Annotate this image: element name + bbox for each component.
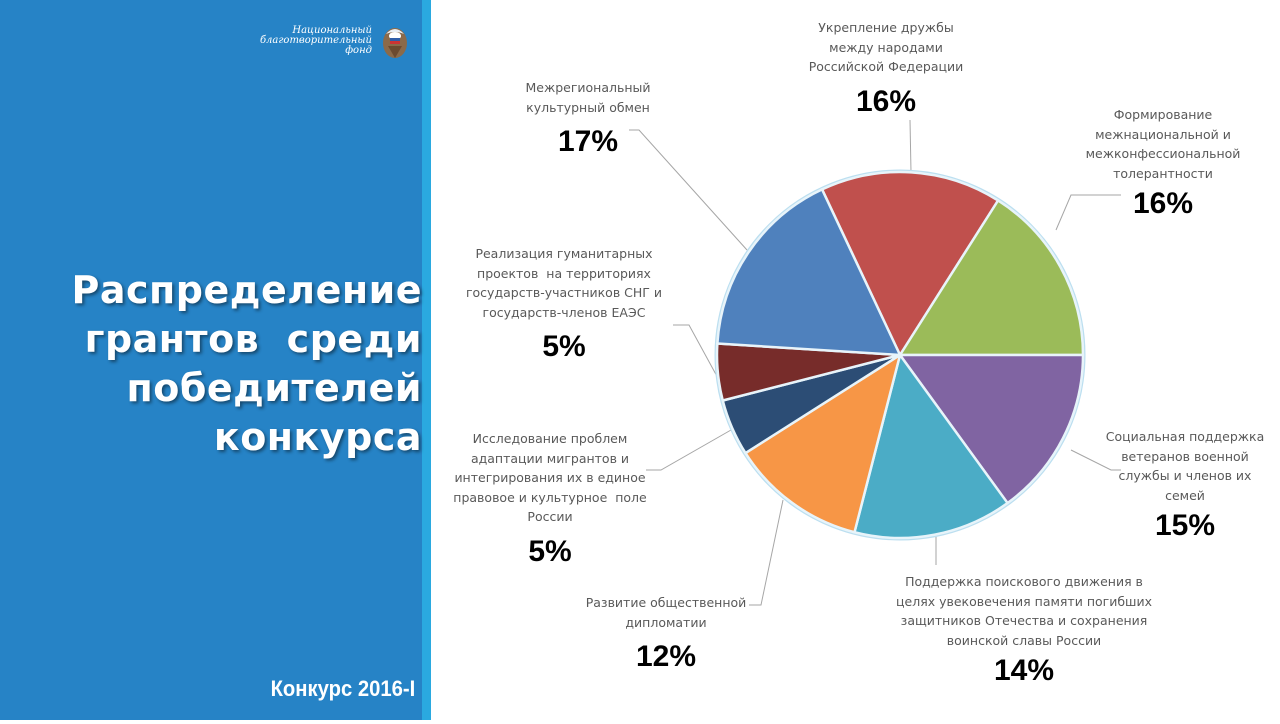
- slice-label-search-movement: Поддержка поискового движения в целях ув…: [879, 572, 1169, 688]
- label-line: ветеранов военной: [1121, 448, 1249, 464]
- logo-text: Национальный благотворительный фонд: [260, 26, 372, 56]
- label-line: Формирование: [1113, 107, 1213, 122]
- label-line: Поддержка поискового движения в: [905, 574, 1143, 589]
- slice-label-interregional: Межрегиональный культурный обмен 17%: [503, 78, 673, 159]
- label-line: интегрирования их в единое: [454, 470, 646, 485]
- label-line: культурный обмен: [526, 99, 650, 115]
- label-line: проектов на территориях: [477, 265, 651, 281]
- pie-slice: [898, 199, 1085, 357]
- slice-label-friendship: Укрепление дружбы между народами Российс…: [781, 18, 991, 119]
- pie-chart-svg: [629, 119, 1121, 606]
- label-line: межконфессиональной: [1085, 146, 1241, 161]
- label-line: толерантности: [1113, 165, 1213, 181]
- title-line: конкурса: [213, 415, 422, 459]
- slice-label-tolerance: Формирование межнациональной и межконфес…: [1071, 105, 1255, 221]
- slice-percent: 15%: [1154, 509, 1216, 542]
- leader-line: [1070, 449, 1121, 471]
- label-line: Исследование проблем: [472, 431, 628, 446]
- slice-label-humanitarian: Реализация гуманитарных проектов на терр…: [449, 244, 679, 364]
- slice-label-migrants: Исследование проблем адаптации мигрантов…: [435, 429, 665, 569]
- title-line: грантов среди: [84, 317, 422, 361]
- label-line: государств-членов ЕАЭС: [482, 304, 646, 320]
- label-line: воинской славы России: [946, 632, 1102, 648]
- label-line: целях увековечения памяти погибших: [896, 593, 1152, 609]
- label-line: межнациональной и: [1095, 126, 1231, 142]
- label-line: между народами: [829, 39, 943, 55]
- title-line: Распределение: [71, 268, 422, 312]
- pie-chart: Укрепление дружбы между народами Российс…: [431, 0, 1280, 720]
- panel-stripe: [422, 0, 431, 720]
- slice-label-diplomacy: Развитие общественной дипломатии 12%: [571, 593, 761, 674]
- label-line: службы и членов их: [1118, 468, 1252, 483]
- label-line: России: [527, 509, 573, 524]
- pie-slice: [716, 188, 902, 357]
- label-line: защитников Отечества и сохранения: [900, 613, 1148, 628]
- pie-slice: [898, 353, 1085, 505]
- pie-outline: [714, 169, 1086, 541]
- leader-line: [1055, 194, 1121, 231]
- slice-percent: 5%: [542, 330, 586, 363]
- slice-percent: 17%: [557, 125, 619, 158]
- slice-percent: 16%: [855, 84, 917, 118]
- label-line: Укрепление дружбы: [818, 20, 954, 35]
- leader-line: [909, 119, 912, 173]
- label-line: Российской Федерации: [808, 59, 964, 74]
- foundation-logo: Национальный благотворительный фонд: [260, 24, 412, 64]
- label-line: дипломатии: [625, 614, 707, 630]
- label-line: государств-участников СНГ и: [465, 285, 663, 300]
- label-line: Реализация гуманитарных: [475, 246, 653, 261]
- title-line: победителей: [126, 366, 422, 410]
- slice-percent: 5%: [528, 534, 572, 568]
- leader-line: [646, 429, 732, 471]
- slice-percent: 12%: [635, 640, 697, 673]
- leader-line: [673, 324, 720, 381]
- logo-line: благотворительный: [259, 35, 372, 46]
- slice-label-veterans: Социальная поддержка ветеранов военной с…: [1095, 427, 1275, 543]
- contest-label: Конкурс 2016-I: [270, 676, 415, 701]
- label-line: Социальная поддержка: [1105, 429, 1265, 444]
- pie-slice: [820, 170, 1000, 357]
- title-panel: [0, 0, 422, 720]
- label-line: семей: [1165, 487, 1205, 503]
- pie-slice: [744, 353, 902, 534]
- logo-line: Национальный: [292, 25, 372, 36]
- label-line: Развитие общественной: [585, 595, 747, 610]
- slice-percent: 14%: [993, 654, 1055, 687]
- pie-slice: [853, 353, 1009, 540]
- label-line: правовое и культурное поле: [453, 489, 647, 505]
- logo-line: фонд: [345, 45, 372, 56]
- slice-percent: 16%: [1132, 187, 1194, 220]
- page-title: Распределение грантов среди победителей …: [62, 266, 422, 462]
- label-line: адаптации мигрантов и: [470, 450, 630, 466]
- leader-line: [749, 499, 784, 606]
- label-line: Межрегиональный: [525, 80, 651, 95]
- leader-line: [629, 129, 748, 251]
- eagle-emblem-icon: [383, 28, 407, 58]
